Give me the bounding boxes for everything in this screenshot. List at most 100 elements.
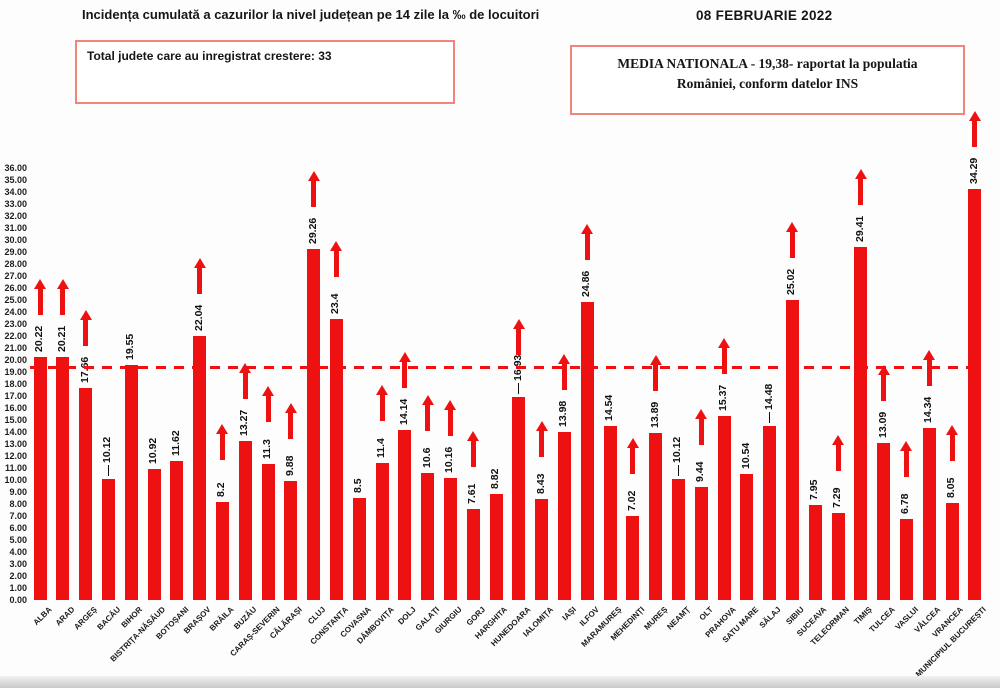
x-axis-label-iasi: IAȘI — [560, 605, 578, 623]
y-axis-tick: 34.00 — [4, 187, 27, 197]
y-axis-tick: 33.00 — [4, 199, 27, 209]
arrow-head-icon — [398, 352, 411, 363]
bar-bacau — [101, 478, 115, 600]
arrow-head-icon — [923, 349, 936, 360]
x-axis-label-bacau: BACĂU — [94, 605, 122, 632]
y-axis-tick: 24.00 — [4, 307, 27, 317]
bar-value-covasna: 8.5 — [352, 478, 365, 493]
y-axis-tick: 9.00 — [9, 487, 27, 497]
arrow-shaft — [698, 418, 704, 445]
bar-buzau — [238, 440, 252, 600]
bar-constanta — [329, 319, 343, 600]
growth-count-text: Total judete care au inregistrat crester… — [87, 49, 332, 63]
arrow-head-icon — [718, 337, 730, 348]
arrow-head-icon — [581, 223, 594, 234]
increase-arrow-icon — [854, 169, 867, 206]
increase-arrow-icon — [56, 279, 69, 316]
bar-calarasi — [284, 481, 298, 600]
arrow-shaft — [561, 364, 567, 391]
bar-arges — [79, 388, 93, 600]
y-axis-tick: 26.00 — [4, 283, 27, 293]
arrow-head-icon — [877, 364, 890, 375]
increase-arrow-icon — [558, 354, 571, 391]
bar-value-olt: 9.44 — [694, 461, 707, 482]
bar-vrancea — [945, 503, 959, 600]
bottom-edge-strip — [0, 676, 1000, 688]
arrow-head-icon — [193, 257, 206, 268]
bar-vaslui — [899, 518, 913, 600]
bar-valcea — [922, 427, 936, 600]
y-axis-tick: 13.00 — [4, 439, 27, 449]
bar-value-braila: 8.2 — [215, 481, 228, 497]
bar-value-harghita: 8.82 — [489, 468, 501, 490]
bar-gorj — [466, 508, 480, 600]
bar-value-prahova: 15.37 — [717, 384, 729, 411]
y-axis-tick: 2.00 — [9, 571, 27, 581]
increase-arrow-icon — [923, 349, 936, 386]
bar-value-iasi: 13.98 — [557, 400, 570, 428]
label-leader-line — [769, 412, 771, 424]
x-axis-label-neamt: NEAMȚ — [665, 605, 692, 632]
bar-galati — [421, 472, 435, 600]
bar-value-valcea: 14.34 — [922, 396, 935, 423]
arrow-shaft — [835, 444, 841, 471]
bar-prahova — [717, 415, 731, 600]
arrow-head-icon — [968, 110, 981, 121]
arrow-shaft — [265, 396, 271, 423]
y-axis-tick: 30.00 — [4, 235, 27, 245]
arrow-shaft — [721, 347, 727, 374]
x-axis-label-mures: MUREȘ — [642, 605, 669, 632]
increase-arrow-icon — [34, 279, 47, 316]
bar-value-mures: 13.89 — [648, 402, 661, 429]
arrow-head-icon — [649, 355, 662, 366]
bar-value-arad: 20.21 — [55, 326, 68, 353]
bar-value-mehedinti: 7.02 — [625, 490, 638, 511]
bar-value-municipiul-bucuresti: 34.29 — [967, 157, 980, 184]
y-axis-tick: 32.00 — [4, 211, 27, 221]
increase-arrow-icon — [786, 221, 799, 258]
arrow-head-icon — [695, 408, 708, 419]
bar-iasi — [557, 432, 571, 600]
arrow-shaft — [37, 289, 43, 316]
bar-value-brasov: 22.04 — [192, 304, 205, 331]
bar-brasov — [193, 335, 207, 600]
arrow-shaft — [972, 120, 978, 147]
bar-municipiul-bucuresti — [968, 188, 982, 600]
bar-dolj — [398, 430, 412, 600]
increase-arrow-icon — [467, 430, 480, 467]
bar-value-bacau: 10.12 — [101, 436, 114, 463]
increase-arrow-icon — [695, 408, 708, 445]
increase-arrow-icon — [421, 394, 434, 431]
arrow-head-icon — [216, 423, 229, 434]
arrow-shaft — [197, 267, 203, 294]
arrow-shaft — [858, 179, 864, 206]
bar-cluj — [307, 248, 321, 600]
label-leader-line — [518, 382, 520, 394]
y-axis-tick: 10.00 — [4, 475, 27, 485]
bar-value-arges: 17.66 — [78, 356, 91, 384]
bar-value-suceava: 7.95 — [808, 479, 821, 500]
bar-bistrita-nasaud — [147, 468, 161, 600]
y-axis-tick: 6.00 — [9, 523, 27, 533]
national-average-line2: României, conform datelor INS — [676, 76, 859, 92]
bar-value-ialomita: 8.43 — [534, 473, 547, 494]
bar-suceava — [808, 504, 822, 600]
bar-value-gorj: 7.61 — [466, 483, 479, 504]
y-axis-tick: 27.00 — [4, 271, 27, 281]
bar-value-bihor: 19.55 — [124, 334, 137, 361]
bar-value-maramures: 14.54 — [603, 394, 615, 421]
bar-value-giurgiu: 10.16 — [443, 446, 456, 474]
y-axis-tick: 21.00 — [4, 343, 27, 353]
bar-value-buzau: 13.27 — [238, 409, 251, 436]
bar-value-dolj: 14.14 — [397, 399, 410, 426]
y-axis-tick: 4.00 — [9, 547, 27, 557]
arrow-shaft — [402, 362, 408, 389]
increase-arrow-icon — [718, 337, 731, 374]
bar-caras-severin — [261, 464, 275, 600]
increase-arrow-icon — [444, 400, 457, 437]
y-axis-tick: 25.00 — [4, 295, 27, 305]
bar-alba — [33, 357, 47, 600]
arrow-head-icon — [467, 430, 480, 441]
y-axis-tick: 12.00 — [4, 451, 27, 461]
arrow-shaft — [584, 233, 590, 260]
